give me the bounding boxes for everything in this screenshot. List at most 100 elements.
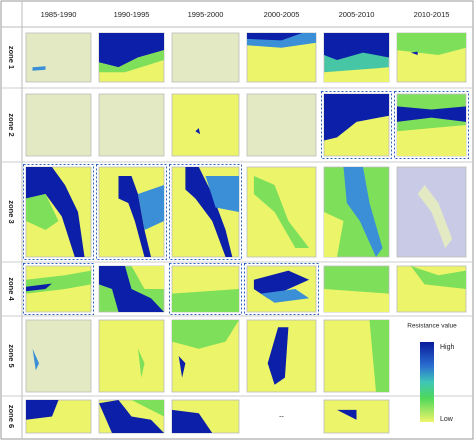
map-region xyxy=(118,176,151,257)
map-panel xyxy=(96,164,167,260)
column-header: 2010-2015 xyxy=(414,10,450,19)
map-region xyxy=(369,320,389,392)
map-panel xyxy=(394,91,469,159)
map-panel xyxy=(25,399,92,434)
map-panel xyxy=(323,32,390,83)
map-region xyxy=(324,289,389,312)
map-region xyxy=(337,409,357,420)
map-panel xyxy=(396,166,467,258)
map-region xyxy=(99,50,164,73)
map-panel xyxy=(323,166,390,258)
row-label: zone 4 xyxy=(7,277,16,301)
map-region xyxy=(99,33,164,68)
row-label: zone 1 xyxy=(7,46,16,69)
map-region xyxy=(253,270,310,299)
map-panel xyxy=(323,265,390,313)
map-panel xyxy=(169,164,242,260)
map-region xyxy=(324,94,389,141)
map-panel xyxy=(244,263,319,315)
map-region xyxy=(410,51,418,55)
highlight-border xyxy=(169,263,242,315)
map-panel xyxy=(98,319,165,393)
map-region xyxy=(26,283,52,292)
column-header: 2005-2010 xyxy=(339,10,375,19)
column-header: 2000-2005 xyxy=(264,10,300,19)
map-panel xyxy=(23,164,94,260)
map-region xyxy=(397,106,466,122)
row-label: zone 6 xyxy=(7,405,16,428)
map-region xyxy=(32,348,39,371)
map-background xyxy=(98,93,165,157)
map-region xyxy=(324,67,389,82)
map-panel xyxy=(323,399,390,434)
map-panel xyxy=(98,93,165,157)
map-region xyxy=(26,400,59,420)
legend-bar xyxy=(420,342,434,422)
map-region xyxy=(267,327,289,385)
row-label: zone 2 xyxy=(7,113,16,136)
map-region xyxy=(410,266,466,289)
row-label: zone 5 xyxy=(7,344,16,367)
highlight-border xyxy=(23,164,94,260)
map-background xyxy=(171,93,240,157)
highlight-border xyxy=(169,164,242,260)
map-region xyxy=(172,289,239,312)
map-panel xyxy=(171,93,240,157)
map-region xyxy=(26,167,85,257)
map-panel xyxy=(246,319,317,393)
map-panel xyxy=(25,32,92,83)
panel-grid: -- xyxy=(1,32,473,434)
map-panel xyxy=(246,32,317,83)
map-panel xyxy=(98,32,165,83)
map-panel xyxy=(321,91,392,159)
map-panel xyxy=(246,166,317,258)
map-region xyxy=(32,66,46,71)
map-region xyxy=(343,167,383,257)
map-region xyxy=(195,128,201,135)
map-background xyxy=(25,32,92,83)
legend-high: High xyxy=(440,344,455,351)
highlight-border xyxy=(244,263,319,315)
map-panel xyxy=(98,265,165,313)
map-background xyxy=(25,319,92,393)
legend-title: Resistance value xyxy=(407,323,457,330)
map-panel xyxy=(396,32,467,83)
map-panel xyxy=(25,93,92,157)
map-region xyxy=(172,409,213,433)
map-background xyxy=(25,93,92,157)
map-panel xyxy=(23,263,94,315)
legend: Resistance value High Low xyxy=(407,323,457,423)
map-region xyxy=(324,33,389,60)
map-panel xyxy=(396,265,467,313)
labels: 1985-1990 1990-1995 1995-2000 2000-2005 2005… xyxy=(7,10,449,428)
missing-panel: -- xyxy=(279,413,284,420)
map-region xyxy=(172,320,239,349)
map-panel xyxy=(323,319,390,393)
map-region xyxy=(131,266,164,289)
highlight-border xyxy=(394,91,469,159)
map-background xyxy=(246,93,317,157)
map-region xyxy=(324,212,344,257)
map-region xyxy=(99,400,164,433)
column-header: 1990-1995 xyxy=(114,10,150,19)
map-background xyxy=(171,32,240,83)
highlight-border xyxy=(321,91,392,159)
highlight-border xyxy=(23,263,94,315)
map-panel xyxy=(169,263,242,315)
map-panel xyxy=(25,319,92,393)
map-panel xyxy=(171,319,240,393)
map-background xyxy=(98,319,165,393)
map-region xyxy=(138,348,145,378)
map-region xyxy=(417,185,453,248)
legend-low: Low xyxy=(440,416,454,423)
map-region xyxy=(260,289,310,303)
map-region xyxy=(247,33,303,41)
column-header: 1985-1990 xyxy=(41,10,77,19)
row-label: zone 3 xyxy=(7,200,16,223)
map-region xyxy=(253,176,310,248)
map-region xyxy=(397,33,466,55)
column-header: 1995-2000 xyxy=(188,10,224,19)
map-region xyxy=(178,356,186,378)
map-region xyxy=(138,185,164,230)
